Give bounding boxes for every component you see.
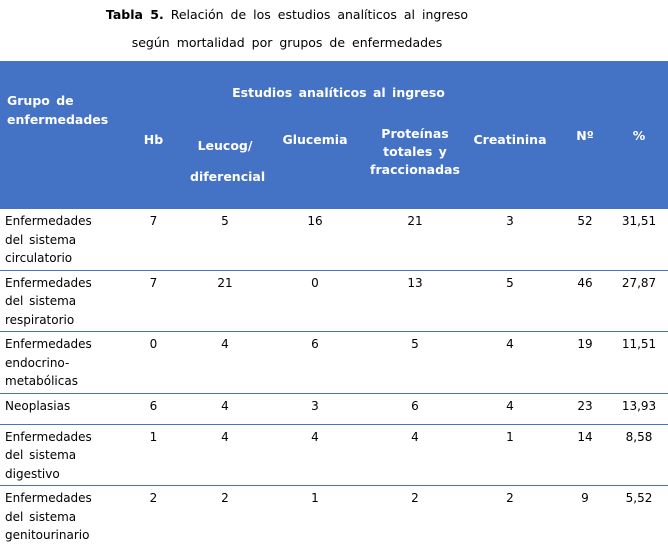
table-cell: 5 (460, 269, 560, 332)
table-cell: 5 (190, 209, 260, 270)
table-title: Tabla 5. Relación de los estudios analít… (0, 0, 574, 51)
table-cell: 6 (117, 392, 190, 424)
column-header-pct: % (610, 61, 668, 209)
table-cell: 21 (370, 209, 460, 270)
table-cell: 2 (460, 485, 560, 546)
table-cell: 2 (190, 485, 260, 546)
column-header-leucog: Leucog/ diferencial (190, 117, 265, 209)
table-cell: 11,51 (610, 331, 668, 393)
table-cell: 7 (117, 209, 190, 270)
table-cell: 1 (117, 423, 190, 486)
table-cell: 8,58 (610, 423, 668, 486)
table-cell: 27,87 (610, 269, 668, 332)
table-cell: 7 (117, 269, 190, 332)
table-cell: 21 (190, 269, 260, 332)
table-cell: 0 (260, 269, 370, 332)
table-cell: 3 (460, 209, 560, 270)
table-cell: 1 (260, 485, 370, 546)
table-cell: 13,93 (610, 392, 668, 424)
table-cell: 23 (560, 392, 610, 424)
table-row-endocrino: Enfermedades endocrino- metabólicas 0 4 … (0, 331, 668, 393)
table-cell: 9 (560, 485, 610, 546)
table-number-label: Tabla 5. (105, 7, 164, 22)
table-cell: 6 (370, 392, 460, 424)
table-cell: 31,51 (610, 209, 668, 270)
header-row-top: Grupo de enfermedades Estudios analítico… (0, 61, 668, 209)
table-cell: 4 (370, 423, 460, 486)
table-cell: 4 (190, 331, 260, 393)
table-cell: 16 (260, 209, 370, 270)
row-group-label: Enfermedades del sistema circulatorio (0, 209, 117, 270)
table-cell: 5,52 (610, 485, 668, 546)
table-cell: 13 (370, 269, 460, 332)
row-group-label: Enfermedades del sistema genitourinario (0, 485, 117, 546)
header-row-sub: Hb Leucog/ diferencial Glucemia Proteína… (0, 117, 668, 209)
table-header: Grupo de enfermedades Estudios analítico… (0, 61, 668, 209)
row-group-label: Neoplasias (0, 392, 117, 424)
table-title-text: Relación de los estudios analíticos al i… (163, 7, 469, 22)
data-table: Grupo de enfermedades Estudios analítico… (0, 61, 668, 546)
table-row-neoplasias: Neoplasias 6 4 3 6 4 23 13,93 (0, 392, 668, 424)
table-cell: 4 (190, 392, 260, 424)
table-cell: 6 (260, 331, 370, 393)
column-header-hb: Hb (117, 117, 190, 209)
row-group-label: Enfermedades del sistema respiratorio (0, 269, 117, 332)
table-row-digestivo: Enfermedades del sistema digestivo 1 4 4… (0, 423, 668, 486)
row-group-label: Enfermedades endocrino- metabólicas (0, 331, 117, 393)
table-cell: 4 (460, 331, 560, 393)
table-cell: 5 (370, 331, 460, 393)
table-title-line2: según mortalidad por grupos de enfermeda… (131, 35, 443, 50)
column-header-grupo: Grupo de enfermedades (0, 61, 117, 209)
table-body: Enfermedades del sistema circulatorio 7 … (0, 209, 668, 546)
table-cell: 46 (560, 269, 610, 332)
table-title-line1: Tabla 5. Relación de los estudios analít… (0, 7, 574, 23)
column-header-creatinina: Creatinina (460, 117, 560, 209)
table-cell: 0 (117, 331, 190, 393)
table-cell: 3 (260, 392, 370, 424)
column-header-proteinas: Proteínas totales y fraccionadas (370, 117, 460, 209)
column-group-header-estudios: Estudios analíticos al ingreso (117, 61, 560, 117)
table-cell: 4 (190, 423, 260, 486)
table-cell: 19 (560, 331, 610, 393)
table-cell: 1 (460, 423, 560, 486)
table-cell: 4 (260, 423, 370, 486)
table-cell: 52 (560, 209, 610, 270)
column-header-glucemia: Glucemia (260, 117, 370, 209)
table-cell: 14 (560, 423, 610, 486)
column-header-n: Nº (560, 61, 610, 209)
table-cell: 2 (370, 485, 460, 546)
table-cell: 2 (117, 485, 190, 546)
table-row-circulatorio: Enfermedades del sistema circulatorio 7 … (0, 209, 668, 270)
row-group-label: Enfermedades del sistema digestivo (0, 423, 117, 486)
table-cell: 4 (460, 392, 560, 424)
table-row-genitourinario: Enfermedades del sistema genitourinario … (0, 485, 668, 546)
table-row-respiratorio: Enfermedades del sistema respiratorio 7 … (0, 269, 668, 332)
